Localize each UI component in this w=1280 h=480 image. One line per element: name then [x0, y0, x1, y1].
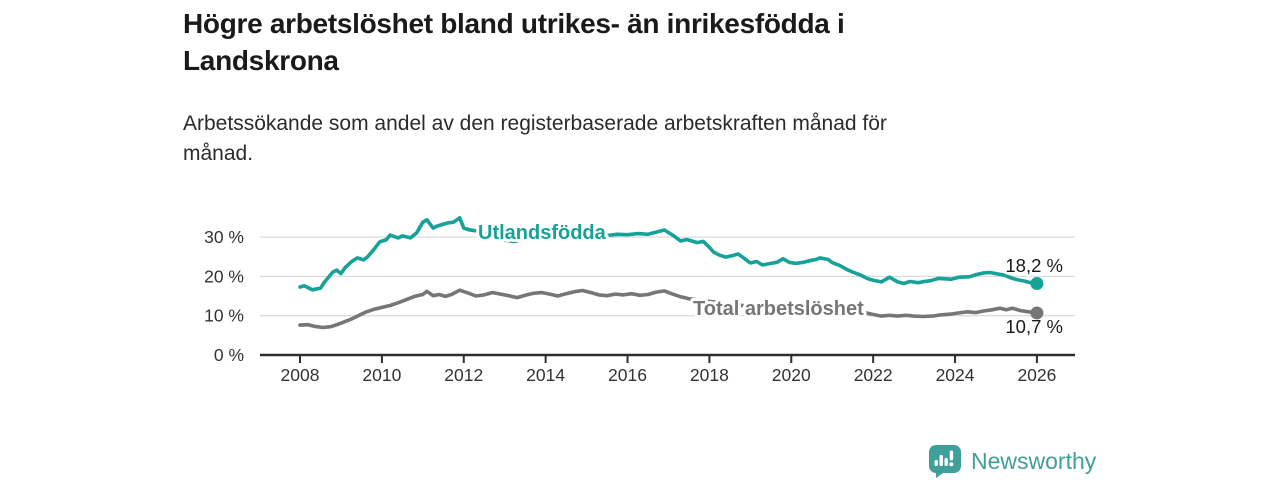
end-dot-utlandsfodda: [1030, 276, 1044, 290]
chart-title: Högre arbetslöshet bland utrikes- än inr…: [183, 5, 1013, 79]
chart-subtitle-line2: månad.: [183, 142, 254, 165]
chart-subtitle: Arbetssökande som andel av den registerb…: [183, 109, 1043, 169]
newsworthy-logo-text: Newsworthy: [971, 448, 1097, 474]
x-tick-label: 2012: [444, 365, 483, 385]
x-tick-label: 2010: [362, 365, 401, 385]
x-tick-label: 2024: [936, 365, 975, 385]
x-tick-label: 2022: [854, 365, 893, 385]
series-label-utlandsfodda: Utlandsfödda: [478, 222, 607, 244]
chart-subtitle-line1: Arbetssökande som andel av den registerb…: [183, 112, 887, 135]
x-tick-label: 2008: [281, 365, 320, 385]
chart-title-line2: Landskrona: [183, 45, 339, 76]
chart-title-line1: Högre arbetslöshet bland utrikes- än inr…: [183, 8, 845, 39]
y-tick-label: 30 %: [204, 227, 244, 247]
y-tick-label: 0 %: [214, 345, 244, 365]
y-tick-label: 10 %: [204, 306, 244, 326]
x-tick-label: 2018: [690, 365, 729, 385]
end-value-label-total: 10,7 %: [1005, 316, 1063, 337]
newsworthy-logo[interactable]: Newsworthy: [928, 444, 1096, 478]
series-line-total: [298, 288, 1039, 330]
end-dot-total: [1030, 306, 1044, 320]
x-tick-label: 2026: [1017, 365, 1056, 385]
series-line-utlandsfodda: [298, 215, 1039, 292]
series-label-total: Total arbetslöshet: [693, 298, 864, 320]
end-value-label-utlandsfodda: 18,2 %: [1005, 255, 1063, 276]
y-tick-label: 20 %: [204, 266, 244, 286]
x-tick-label: 2020: [772, 365, 811, 385]
x-tick-label: 2016: [608, 365, 647, 385]
x-tick-label: 2014: [526, 365, 565, 385]
bar-chart-speech-bubble-icon: [929, 445, 961, 478]
unemployment-line-chart: 0 % 10 % 20 % 30 % 2008 2010 2012 2014 2016 2018 2…: [204, 215, 1075, 385]
